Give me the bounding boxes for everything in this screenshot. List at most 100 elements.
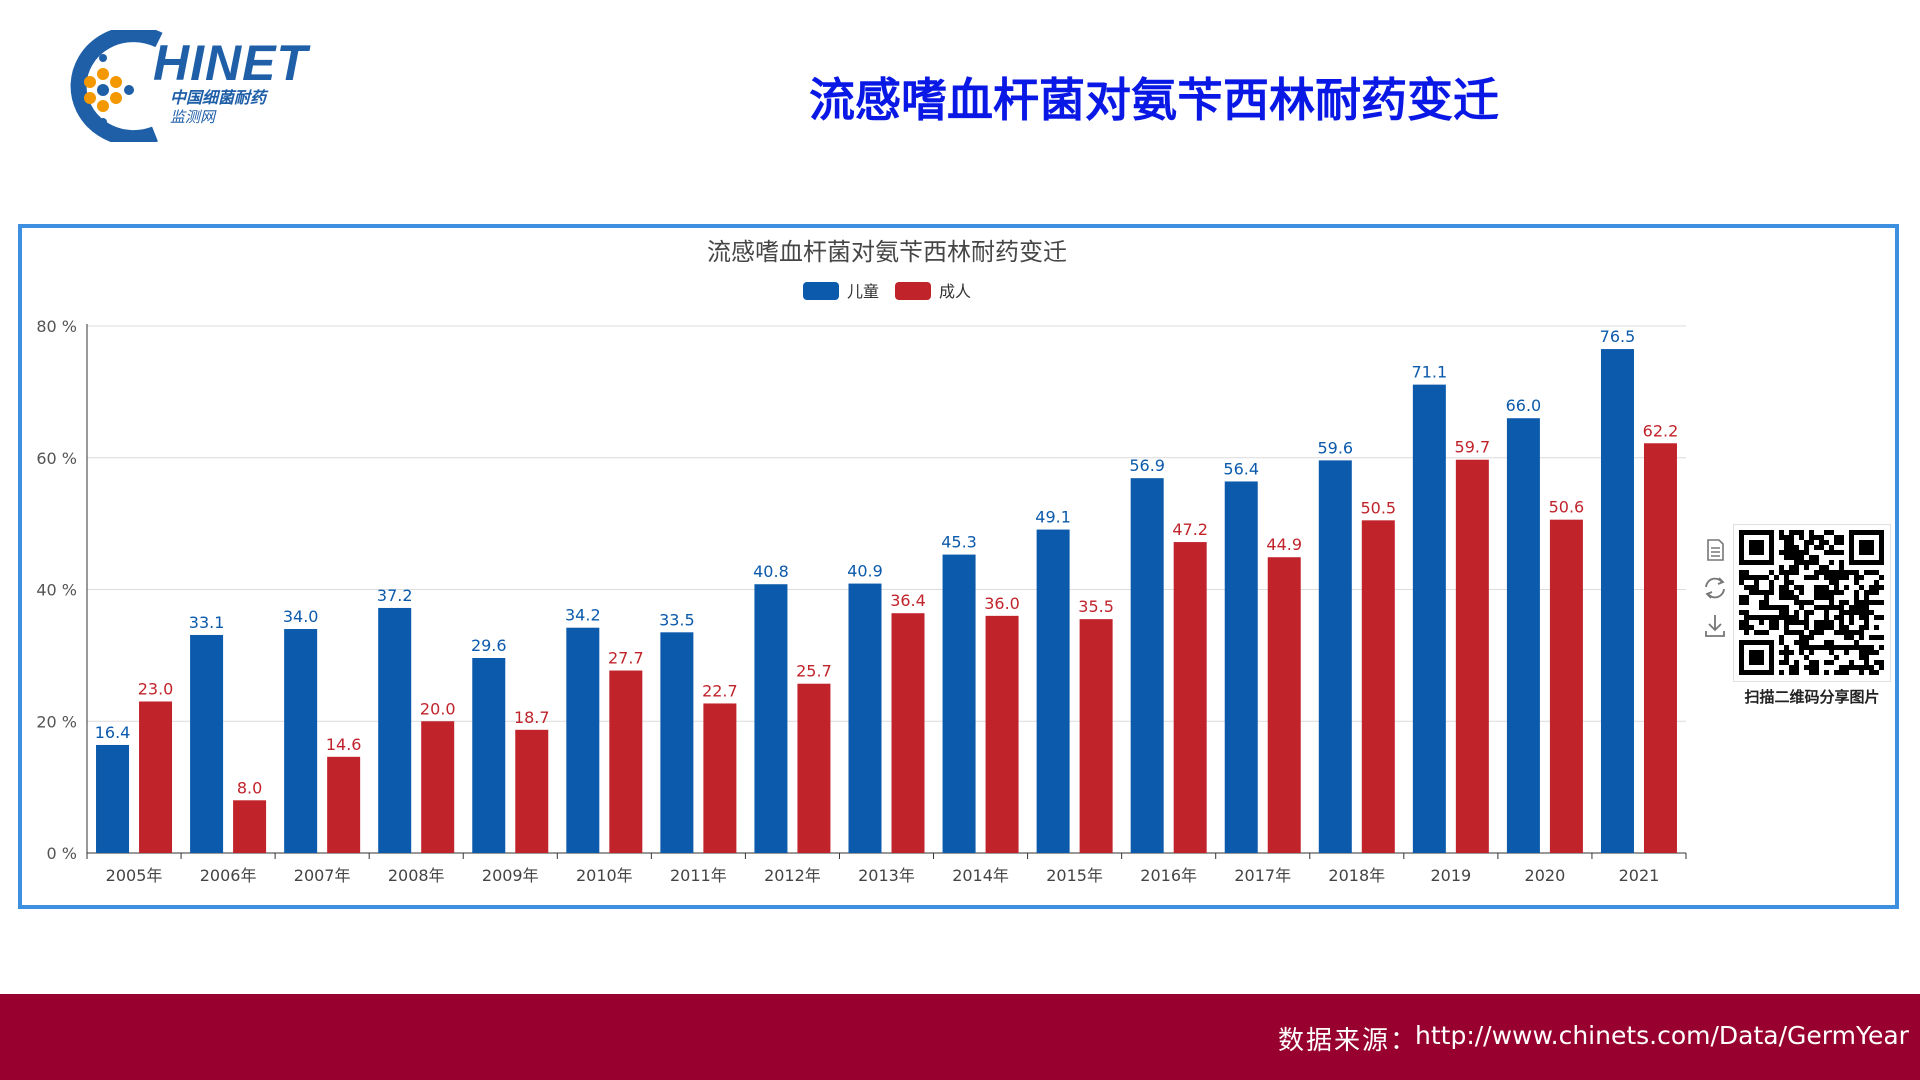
qr-module <box>1769 535 1774 540</box>
qr-module <box>1814 585 1819 590</box>
footer-source-url[interactable]: http://www.chinets.com/Data/GermYear <box>1415 1021 1909 1050</box>
qr-module <box>1879 575 1884 580</box>
bar-children <box>96 744 130 853</box>
qr-module <box>1769 650 1774 655</box>
restore-icon[interactable] <box>1700 573 1730 603</box>
qr-module <box>1809 630 1814 635</box>
qr-module <box>1834 570 1839 575</box>
data-label: 8.0 <box>237 778 262 797</box>
qr-module <box>1804 550 1809 555</box>
qr-module <box>1814 560 1819 565</box>
qr-module <box>1859 600 1864 605</box>
bar-adults <box>1361 520 1395 853</box>
qr-module <box>1864 550 1869 555</box>
logo-brand-text: HINET <box>153 35 308 91</box>
bar-children <box>848 583 882 853</box>
qr-module <box>1739 580 1744 585</box>
qr-module <box>1764 605 1769 610</box>
save-image-icon[interactable] <box>1700 611 1730 641</box>
bar-adults <box>139 701 173 853</box>
qr-module <box>1799 560 1804 565</box>
qr-module <box>1774 620 1779 625</box>
qr-module <box>1744 620 1749 625</box>
qr-module <box>1824 615 1829 620</box>
qr-module <box>1844 610 1849 615</box>
qr-module <box>1864 600 1869 605</box>
qr-module <box>1804 610 1809 615</box>
qr-module <box>1869 635 1874 640</box>
qr-module <box>1879 535 1884 540</box>
qr-module <box>1739 570 1744 575</box>
data-label: 36.0 <box>984 594 1020 613</box>
qr-module <box>1854 530 1859 535</box>
qr-module <box>1779 550 1784 555</box>
data-view-icon[interactable] <box>1700 535 1730 565</box>
qr-module <box>1879 615 1884 620</box>
chinet-logo-emblem-icon <box>70 26 163 147</box>
qr-module <box>1784 585 1789 590</box>
qr-module <box>1769 645 1774 650</box>
y-tick-label: 80 % <box>36 317 77 336</box>
qr-module <box>1864 545 1869 550</box>
qr-module <box>1834 535 1839 540</box>
qr-module <box>1854 610 1859 615</box>
qr-module <box>1859 655 1864 660</box>
qr-module <box>1849 645 1854 650</box>
qr-module <box>1744 575 1749 580</box>
qr-module <box>1859 585 1864 590</box>
data-label: 59.7 <box>1455 438 1491 457</box>
qr-module <box>1779 650 1784 655</box>
qr-module <box>1824 575 1829 580</box>
data-label: 62.2 <box>1643 421 1679 440</box>
qr-module <box>1864 615 1869 620</box>
qr-module <box>1829 570 1834 575</box>
qr-module <box>1809 665 1814 670</box>
qr-module <box>1819 540 1824 545</box>
qr-module <box>1779 530 1784 535</box>
qr-module <box>1814 545 1819 550</box>
bar-children <box>378 607 412 853</box>
qr-module <box>1744 570 1749 575</box>
qr-module <box>1759 575 1764 580</box>
qr-module <box>1759 655 1764 660</box>
qr-module <box>1874 650 1879 655</box>
data-label: 33.5 <box>659 610 695 629</box>
bar-children <box>1506 418 1540 853</box>
qr-module <box>1744 670 1749 675</box>
qr-module <box>1869 645 1874 650</box>
qr-module <box>1834 670 1839 675</box>
qr-module <box>1794 595 1799 600</box>
data-label: 22.7 <box>702 681 738 700</box>
qr-module <box>1794 640 1799 645</box>
qr-module <box>1834 590 1839 595</box>
qr-module <box>1849 615 1854 620</box>
qr-module <box>1824 645 1829 650</box>
qr-module <box>1779 585 1784 590</box>
qr-module <box>1824 540 1829 545</box>
x-tick-label: 2010年 <box>576 866 633 885</box>
qr-module <box>1839 535 1844 540</box>
qr-module <box>1789 570 1794 575</box>
qr-module <box>1744 610 1749 615</box>
qr-module <box>1824 610 1829 615</box>
qr-module <box>1849 535 1854 540</box>
qr-module <box>1764 615 1769 620</box>
qr-module <box>1834 585 1839 590</box>
qr-module <box>1744 530 1749 535</box>
bar-adults <box>1455 459 1489 853</box>
qr-module <box>1799 620 1804 625</box>
qr-module <box>1814 535 1819 540</box>
qr-code <box>1733 524 1891 682</box>
qr-module <box>1764 640 1769 645</box>
qr-module <box>1774 605 1779 610</box>
qr-module <box>1744 615 1749 620</box>
qr-module <box>1839 540 1844 545</box>
qr-module <box>1794 620 1799 625</box>
qr-module <box>1874 530 1879 535</box>
qr-module <box>1829 650 1834 655</box>
qr-module <box>1749 670 1754 675</box>
x-tick-label: 2013年 <box>858 866 915 885</box>
qr-module <box>1819 595 1824 600</box>
qr-module <box>1784 595 1789 600</box>
qr-module <box>1859 560 1864 565</box>
